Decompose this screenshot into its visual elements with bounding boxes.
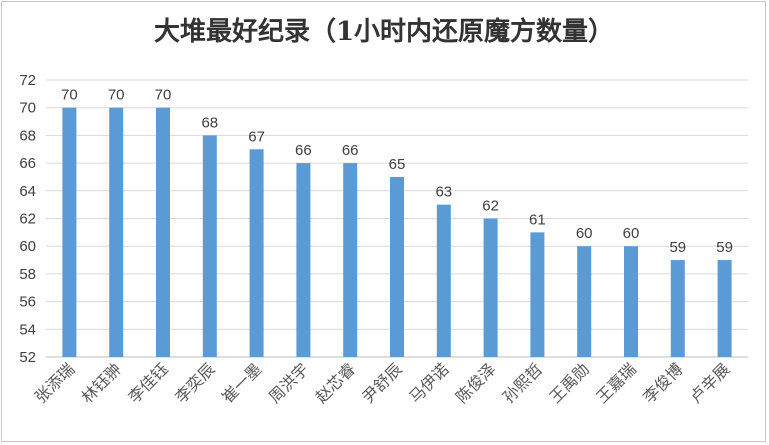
y-tick-label: 54 [19,321,36,338]
y-tick-label: 52 [19,349,36,366]
data-labels: 70 70 70 68 67 66 66 65 63 62 61 60 60 59 59 [61,87,733,256]
x-tick-label: 李奕辰 [171,359,218,406]
bar [717,260,732,357]
y-tick-label: 58 [19,266,36,283]
data-label: 60 [576,225,593,242]
bar [670,260,685,357]
x-tick-label: 周洪宇 [265,359,312,406]
x-tick-label: 王嘉瑞 [592,359,639,406]
data-label: 68 [201,114,218,131]
x-tick-label: 李俊博 [639,359,686,406]
bars [62,107,732,357]
y-axis-tick-labels: 52 54 56 58 60 62 64 66 68 70 72 [19,72,36,366]
x-tick-label: 王禹勋 [546,359,593,406]
bar [109,107,124,357]
data-label: 59 [669,239,686,256]
x-tick-label: 李佳钰 [124,359,171,406]
bar [62,107,77,357]
x-tick-label: 陈俊泽 [452,359,499,406]
y-tick-label: 72 [19,72,36,89]
data-label: 62 [482,198,499,215]
bar [249,149,264,357]
data-label: 60 [623,225,640,242]
data-label: 70 [155,87,172,104]
bar [156,107,170,357]
y-tick-label: 56 [19,294,36,311]
data-label: 67 [248,128,265,145]
bar [624,246,638,357]
y-tick-label: 70 [19,100,36,117]
data-label: 63 [435,184,452,201]
x-tick-label: 崔一墨 [218,359,265,406]
bar [530,232,545,357]
y-tick-label: 64 [19,183,36,200]
y-tick-label: 62 [19,211,36,228]
y-tick-label: 66 [19,155,36,172]
x-tick-label: 赵芯睿 [312,359,359,406]
y-tick-label: 60 [19,238,36,255]
x-axis-tick-labels: 张添瑞 林钰翀 李佳钰 李奕辰 崔一墨 周洪宇 赵芯睿 尹舒辰 马伊诺 陈俊泽 孙熙哲 王禹勋 王嘉瑞李… [31,359,734,406]
bar [577,246,592,357]
x-tick-label: 尹舒辰 [358,359,405,406]
x-tick-label: 马伊诺 [405,359,452,406]
data-label: 66 [342,142,359,159]
bar [436,204,451,357]
y-tick-label: 68 [19,127,36,144]
x-tick-label: 孙熙哲 [499,359,546,406]
bar [296,163,311,357]
data-label: 66 [295,142,312,159]
bar [483,218,498,357]
data-label: 70 [108,87,125,104]
data-label: 61 [529,211,546,228]
bar [390,176,404,357]
bar [343,163,358,357]
data-label: 59 [716,239,733,256]
x-tick-label: 张添瑞 [31,359,78,406]
x-tick-label: 林钰翀 [78,359,125,406]
x-tick-label: 卢辛展 [686,359,733,406]
data-label: 65 [389,156,406,173]
chart-title: 大堆最好纪录（1小时内还原魔方数量） [154,16,614,47]
data-label: 70 [61,87,78,104]
bar [202,135,217,357]
